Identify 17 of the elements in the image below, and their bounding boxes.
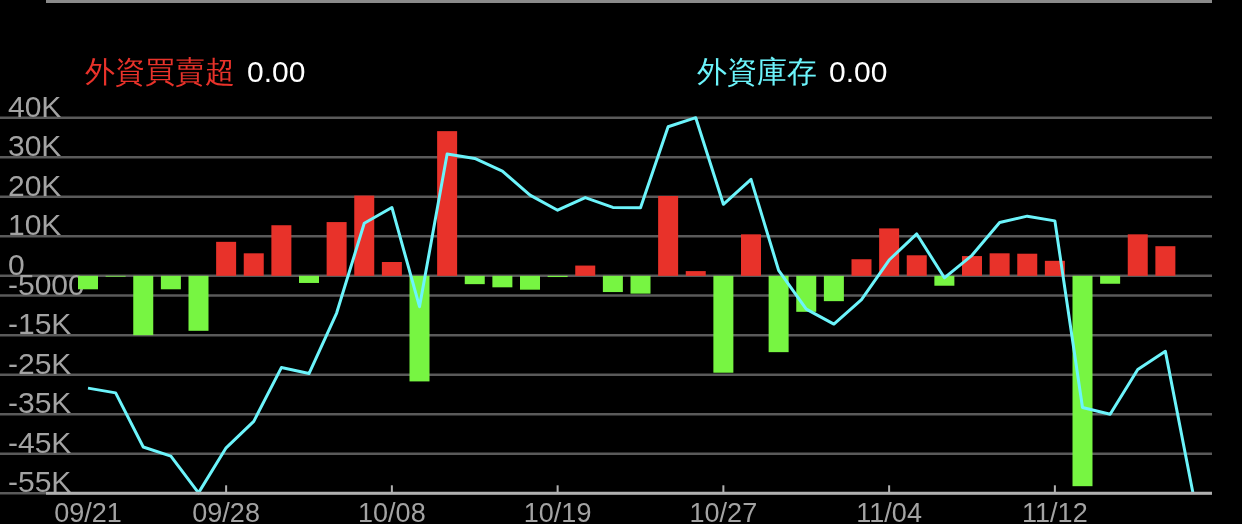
x-tick-label: 11/12 bbox=[1022, 498, 1088, 524]
x-tick-label: 10/19 bbox=[523, 498, 592, 524]
x-tick-label: 09/28 bbox=[192, 498, 260, 524]
x-tick-label: 10/27 bbox=[689, 498, 758, 524]
y-tick-label: -35K bbox=[8, 386, 72, 420]
x-tick-label: 09/21 bbox=[54, 498, 122, 524]
y-tick-label: -25K bbox=[8, 346, 72, 380]
legend: 外資買賣超 0.00 外資庫存 0.00 bbox=[85, 55, 888, 88]
y-tick-label: -45K bbox=[8, 425, 72, 459]
y-tick-label: -15K bbox=[8, 307, 72, 341]
y-tick-label: 10K bbox=[8, 208, 62, 242]
y-tick-label: -55K bbox=[8, 465, 72, 499]
y-tick-label: 40K bbox=[8, 89, 62, 123]
x-tick-label: 10/08 bbox=[358, 498, 426, 524]
x-tick-label: 11/04 bbox=[856, 498, 922, 524]
y-tick-label: 20K bbox=[8, 168, 62, 202]
y-tick-label: 30K bbox=[8, 129, 62, 163]
